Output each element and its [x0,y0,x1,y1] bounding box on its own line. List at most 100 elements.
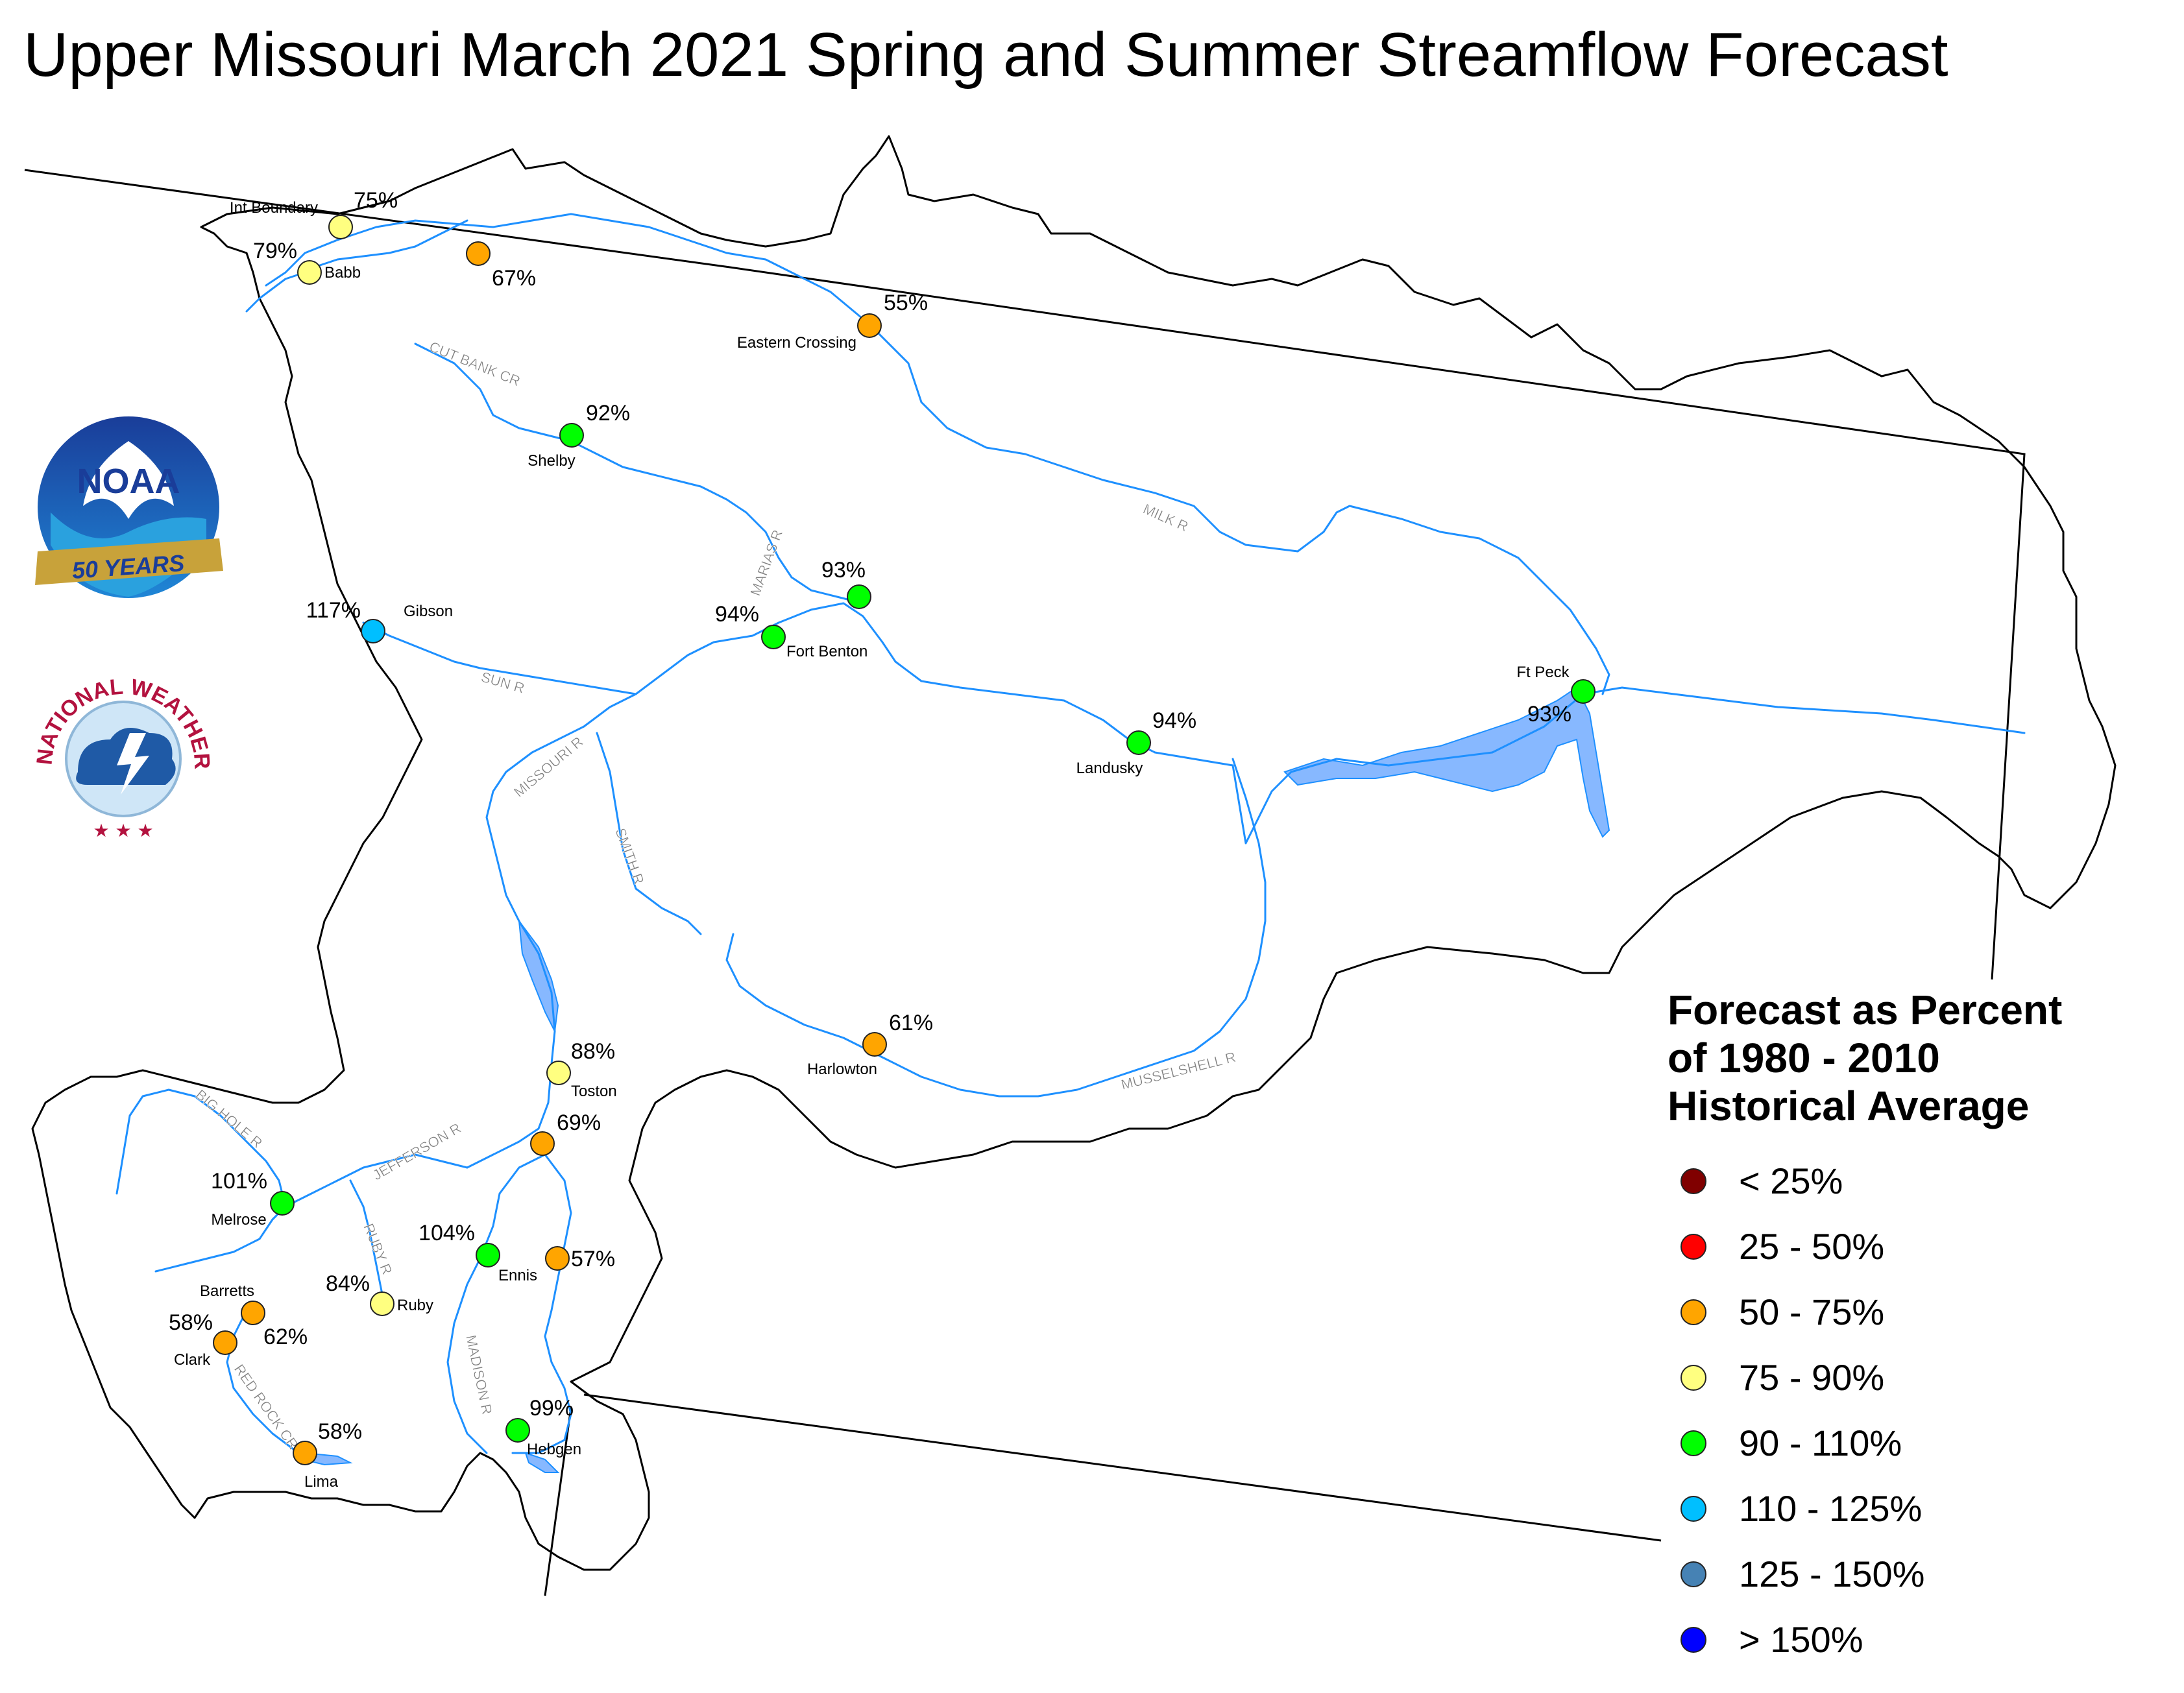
fort-peck-lake [1283,686,1610,838]
station-marker[interactable] [505,1418,530,1443]
station-name-label: Int Boundary [230,199,318,217]
station-marker[interactable] [241,1301,265,1325]
station-name-label: Ruby [397,1297,433,1314]
hebgen-lake [524,1452,560,1473]
station-marker[interactable] [476,1243,500,1267]
station-marker[interactable] [761,625,786,649]
jefferson-river [154,1153,468,1273]
river-label-madison: MADISON R [463,1334,495,1416]
map-title: Upper Missouri March 2021 Spring and Sum… [23,20,1948,90]
station-ennis[interactable]: Ennis 104% [419,1221,537,1284]
station-percent-label: 94% [1152,708,1196,733]
legend-label: 90 - 110% [1739,1423,1902,1463]
station-marker[interactable] [466,241,491,266]
station-ft-peck[interactable]: Ft Peck 93% [1516,664,1596,726]
legend-swatch-icon [1680,1233,1706,1260]
station-name-label: Hebgen [527,1441,581,1458]
legend-item: 110 - 125% [1680,1476,1924,1541]
legend-swatch-icon [1680,1561,1706,1587]
station-hebgen[interactable]: Hebgen 99% [505,1396,581,1458]
station-clark[interactable]: Clark 58% [169,1310,237,1369]
legend-swatch-icon [1680,1430,1706,1456]
station-marker[interactable] [530,1131,555,1156]
station-name-label: Shelby [528,452,575,470]
station-marker[interactable] [559,423,584,448]
station-name-label: Lima [304,1473,339,1491]
st-mary-river [245,219,468,313]
station-toston[interactable]: Toston 88% [546,1039,617,1100]
station-unnamed-5[interactable]: 93% [821,558,871,609]
station-barretts[interactable]: Barretts 62% [200,1282,308,1349]
legend-title: Forecast as Percent of 1980 - 2010 Histo… [1668,986,2161,1130]
station-shelby[interactable]: Shelby 92% [528,401,630,470]
station-percent-label: 104% [419,1221,475,1245]
canyon-ferry-lake [518,919,559,1034]
station-lima[interactable]: Lima 58% [293,1419,362,1491]
station-marker[interactable] [545,1246,570,1271]
milk-river-upper [265,213,871,326]
station-name-label: Melrose [211,1211,266,1229]
station-markers: Int Boundary 75% Babb 79% 67% Eastern Crossin… [169,188,1596,1491]
river-label-jefferson: JEFFERSON R [370,1120,464,1183]
station-name-label: Eastern Crossing [737,334,856,352]
station-marker[interactable] [1571,679,1596,704]
station-harlowton[interactable]: Harlowton 61% [807,1011,933,1078]
station-ruby[interactable]: Ruby 84% [326,1271,433,1316]
station-marker[interactable] [270,1191,295,1216]
legend-label: 110 - 125% [1739,1488,1923,1529]
station-babb[interactable]: Babb 79% [253,239,361,285]
station-percent-label: 67% [492,266,536,291]
station-marker[interactable] [847,584,871,609]
station-marker[interactable] [213,1330,237,1355]
station-unnamed-2[interactable]: 67% [466,241,536,291]
river-label-milk: MILK R [1141,501,1191,535]
station-unnamed-15[interactable]: 57% [545,1246,615,1271]
rivers [115,213,2026,1454]
station-fort-benton[interactable]: Fort Benton 94% [715,602,868,660]
legend-label: 125 - 150% [1739,1554,1925,1594]
sun-river [362,621,637,695]
legend-swatch-icon [1680,1299,1706,1325]
gallatin-river [446,1153,546,1454]
river-label-red-rock: RED ROCK CR [231,1362,302,1453]
station-marker[interactable] [546,1061,571,1085]
station-gibson[interactable]: Gibson 117% [306,598,453,643]
station-name-label: Babb [324,264,361,282]
station-eastern-crossing[interactable]: Eastern Crossing 55% [737,291,928,352]
station-name-label: Landusky [1076,760,1143,777]
canada-border-line [24,169,2026,980]
station-percent-label: 69% [557,1111,601,1135]
station-unnamed-12[interactable]: 69% [530,1111,601,1156]
legend-swatch-icon [1680,1626,1706,1653]
station-marker[interactable] [293,1441,317,1465]
station-name-label: Ennis [498,1267,537,1284]
river-label-smith: SMITH R [612,826,647,887]
station-marker[interactable] [857,313,882,338]
station-marker[interactable] [1126,730,1151,755]
station-melrose[interactable]: Melrose 101% [211,1169,295,1229]
station-name-label: Gibson [404,603,453,620]
legend-item: > 150% [1680,1607,1924,1672]
river-label-marias: MARIAS R [747,527,786,597]
station-marker[interactable] [297,260,322,285]
madison-river [511,1153,572,1454]
station-landusky[interactable]: Landusky 94% [1076,708,1196,777]
station-marker[interactable] [862,1032,887,1057]
station-percent-label: 75% [354,188,398,213]
station-marker[interactable] [361,619,385,643]
station-percent-label: 88% [571,1039,615,1064]
station-percent-label: 57% [571,1247,615,1271]
legend-swatch-icon [1680,1168,1706,1194]
station-name-label: Harlowton [807,1061,877,1078]
legend-swatch-icon [1680,1495,1706,1522]
station-name-label: Clark [174,1351,211,1369]
station-percent-label: 61% [889,1011,933,1035]
station-marker[interactable] [328,215,353,239]
basin-outline [31,135,2117,1571]
station-percent-label: 55% [884,291,928,315]
station-int-boundary[interactable]: Int Boundary 75% [230,188,398,239]
milk-river [868,323,1610,695]
legend-item: 25 - 50% [1680,1214,1924,1279]
station-marker[interactable] [370,1291,394,1316]
